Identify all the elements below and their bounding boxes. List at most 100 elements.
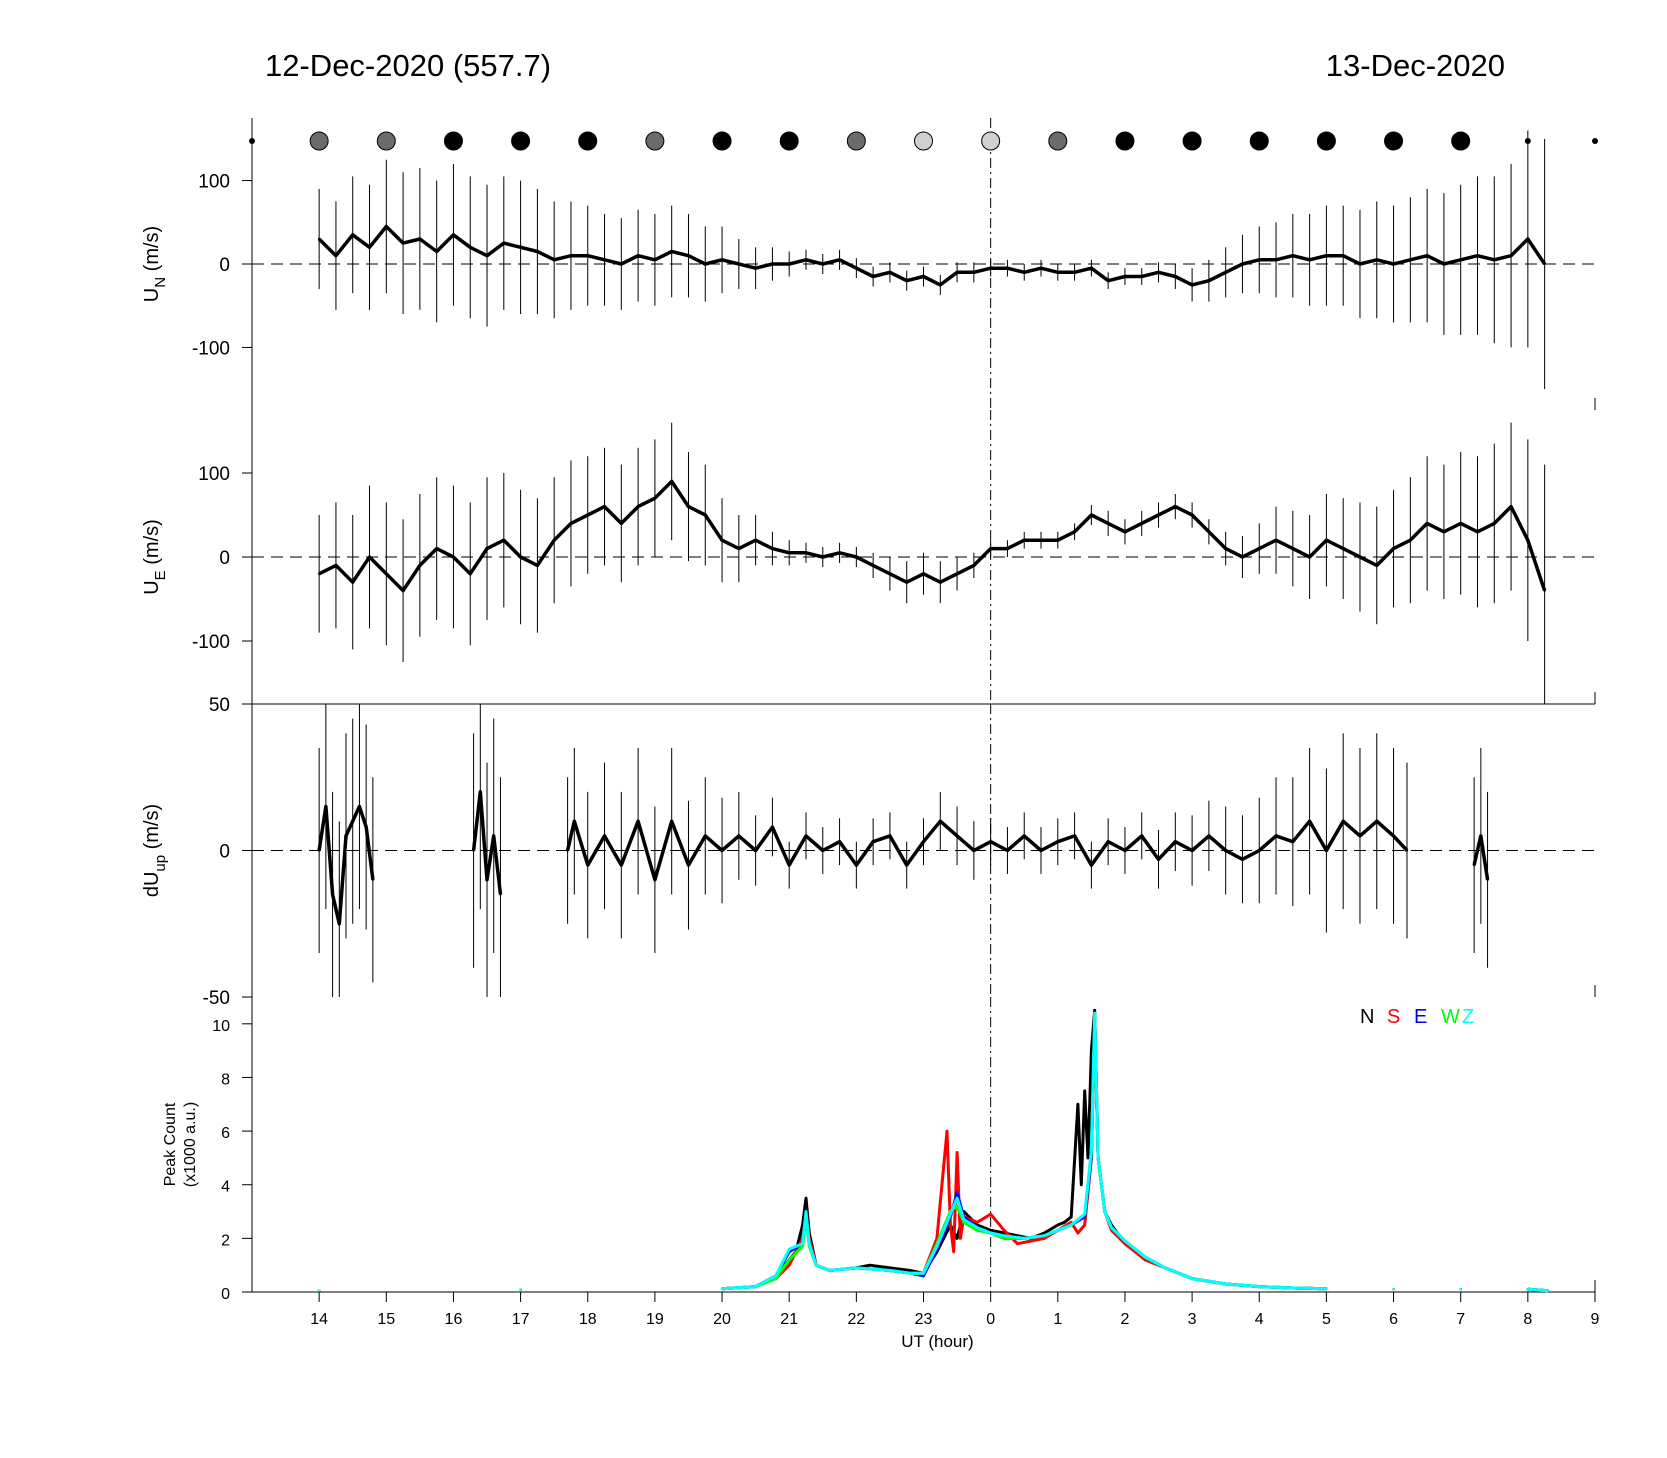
data-point — [989, 1231, 992, 1235]
data-point — [1224, 271, 1227, 274]
data-point — [1070, 1215, 1073, 1219]
x-tick-label: 9 — [1591, 1311, 1600, 1328]
sky-marker — [443, 131, 463, 151]
data-point — [351, 233, 354, 236]
data-point — [955, 271, 959, 274]
data-point — [620, 522, 623, 525]
series-line-dUup — [317, 790, 1490, 926]
data-point — [435, 547, 438, 550]
data-point — [1258, 258, 1261, 262]
y-tick-label: -100 — [192, 632, 230, 653]
data-point — [1392, 262, 1395, 266]
data-point — [603, 258, 606, 262]
data-point — [1023, 834, 1026, 838]
x-tick-label: 8 — [1523, 1311, 1532, 1328]
data-point — [418, 564, 422, 567]
data-point — [1140, 522, 1143, 525]
data-point — [1023, 539, 1026, 542]
data-point — [469, 246, 472, 249]
data-point — [452, 233, 455, 236]
data-point — [1546, 1289, 1550, 1292]
x-tick-label: 7 — [1456, 1311, 1465, 1328]
data-point — [519, 555, 522, 559]
data-point — [670, 820, 673, 823]
sky-marker — [1249, 131, 1269, 151]
data-point — [1029, 1239, 1033, 1243]
data-point — [774, 1274, 777, 1278]
data-point — [949, 1213, 952, 1216]
data-point — [949, 1223, 952, 1227]
y-axis-label: UN (m/s) — [141, 226, 169, 302]
data-point — [368, 555, 371, 559]
y-axis-label-unit: (m/s) — [141, 519, 163, 570]
data-point — [955, 834, 959, 838]
data-point — [1341, 820, 1345, 823]
sky-marker-dot — [1592, 138, 1598, 144]
y-tick-label: 100 — [198, 172, 230, 193]
data-point — [1207, 279, 1211, 282]
data-point — [317, 572, 321, 575]
data-point — [351, 581, 354, 584]
data-point — [334, 254, 338, 257]
data-point — [1164, 1266, 1167, 1270]
data-point — [1308, 258, 1311, 262]
right-date-title: 13-Dec-2020 — [1326, 48, 1505, 83]
data-point — [1080, 1183, 1083, 1186]
x-tick-label: 23 — [915, 1311, 933, 1328]
data-point — [737, 262, 741, 266]
data-point — [704, 834, 707, 838]
data-point — [1358, 834, 1362, 838]
data-point — [1291, 1286, 1295, 1290]
data-point — [771, 262, 774, 266]
x-tick-label: 16 — [445, 1311, 463, 1328]
data-point — [771, 825, 774, 829]
data-point — [788, 551, 791, 554]
data-point — [1002, 1237, 1006, 1240]
data-point — [1006, 547, 1009, 550]
data-point — [720, 1287, 724, 1290]
data-point — [1016, 1242, 1019, 1245]
data-point — [573, 820, 576, 823]
data-point — [1409, 258, 1412, 262]
data-point — [1043, 1237, 1046, 1240]
data-point — [1070, 1223, 1073, 1227]
data-point — [888, 1266, 892, 1270]
data-point — [670, 250, 673, 253]
data-point — [1493, 522, 1496, 525]
data-point — [989, 1229, 992, 1232]
y-tick-label: -50 — [203, 988, 230, 1009]
y-tick-label: 0 — [219, 842, 230, 863]
data-point — [1039, 849, 1043, 852]
panel-UE: 100 0 -100 UE (m/s) — [141, 410, 1596, 704]
y-axis-label-main: dU — [141, 872, 163, 898]
data-point — [1143, 1255, 1147, 1259]
y-axis-label-line2: (x1000 a.u.) — [182, 1102, 199, 1187]
data-point — [1073, 834, 1076, 838]
data-point — [922, 275, 925, 278]
left-date-title: 12-Dec-2020 (557.7) — [265, 48, 551, 83]
data-point — [401, 241, 405, 245]
data-point — [801, 1242, 804, 1245]
data-point — [804, 551, 808, 554]
y-axis-label-line1: Peak Count — [162, 1102, 179, 1186]
data-point — [976, 1226, 979, 1229]
data-point — [855, 266, 858, 270]
data-point — [1543, 589, 1546, 592]
data-point — [828, 1269, 831, 1272]
x-tick-label: 5 — [1322, 1311, 1331, 1328]
data-point — [1123, 530, 1127, 533]
data-point — [1375, 820, 1378, 823]
data-point — [1090, 1049, 1093, 1052]
data-point — [1425, 522, 1429, 525]
data-point — [962, 1218, 965, 1221]
data-point — [1157, 513, 1160, 517]
legend-entry-N: N — [1360, 1006, 1374, 1028]
data-point — [821, 262, 824, 266]
legend-entry-E: E — [1414, 1006, 1427, 1028]
sky-marker — [712, 131, 732, 151]
x-tick-label: 15 — [377, 1311, 395, 1328]
data-point — [1241, 262, 1244, 266]
data-point — [955, 1237, 959, 1240]
